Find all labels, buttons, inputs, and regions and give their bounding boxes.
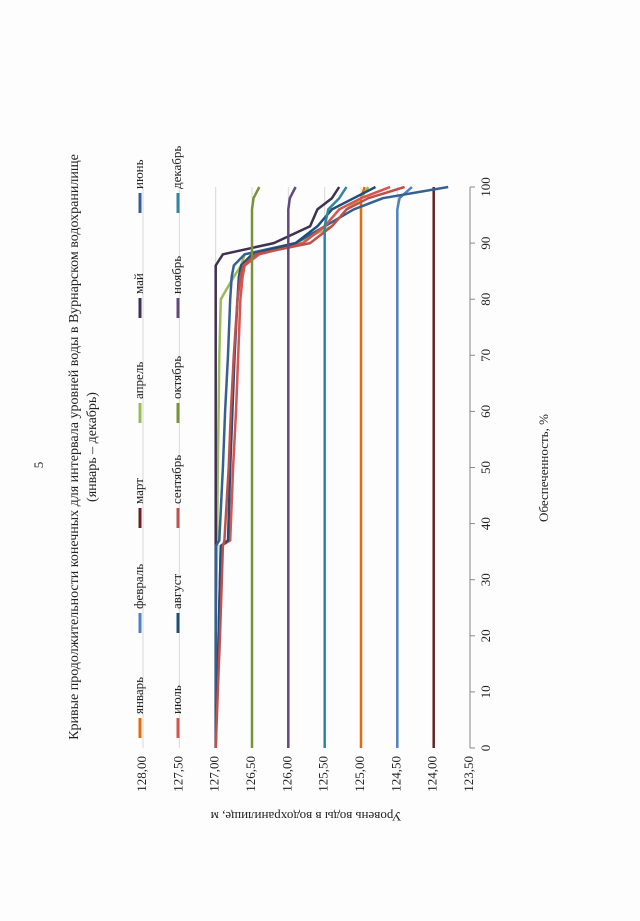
x-tick-label: 60 bbox=[478, 405, 493, 418]
x-tick-label: 20 bbox=[478, 629, 493, 642]
legend-label: сентябрь bbox=[169, 455, 184, 504]
series-line bbox=[359, 186, 366, 748]
x-tick-label: 100 bbox=[478, 177, 493, 197]
y-tick-label: 127,00 bbox=[207, 756, 222, 792]
chart-subtitle: (январь – декабрь) bbox=[85, 392, 100, 502]
legend-label: ноябрь bbox=[169, 256, 184, 294]
legend-label: октябрь bbox=[169, 356, 184, 399]
y-tick-label: 126,50 bbox=[243, 756, 258, 792]
legend-label: февраль bbox=[131, 564, 146, 609]
x-tick-label: 80 bbox=[478, 293, 493, 306]
x-tick-label: 70 bbox=[478, 349, 493, 362]
series-line bbox=[396, 186, 413, 748]
y-tick-label: 128,00 bbox=[134, 756, 149, 792]
x-tick-label: 90 bbox=[478, 237, 493, 250]
y-tick-label: 127,50 bbox=[170, 756, 185, 792]
x-tick-label: 30 bbox=[478, 573, 493, 586]
x-tick-label: 50 bbox=[478, 461, 493, 474]
series-line bbox=[214, 185, 449, 748]
series-line bbox=[214, 185, 405, 749]
legend-label: январь bbox=[131, 677, 146, 714]
page-number: 5 bbox=[31, 462, 46, 469]
legend-label: март bbox=[131, 478, 146, 504]
y-tick-label: 126,00 bbox=[279, 756, 294, 792]
legend-label: декабрь bbox=[169, 146, 184, 189]
rotated-chart: 5 Кривые продолжительности конечных для … bbox=[31, 146, 551, 824]
x-tick-label: 10 bbox=[478, 685, 493, 698]
chart-title: Кривые продолжительности конечных для ин… bbox=[67, 154, 82, 740]
y-tick-label: 123,50 bbox=[461, 756, 476, 792]
x-tick-label: 40 bbox=[478, 517, 493, 530]
series-line bbox=[250, 186, 261, 748]
y-tick-label: 125,50 bbox=[316, 756, 331, 792]
legend-label: июнь bbox=[131, 159, 146, 189]
x-tick-label: 0 bbox=[478, 745, 493, 752]
legend-label: апрель bbox=[131, 362, 146, 399]
x-axis-label: Обеспеченность, % bbox=[536, 414, 551, 522]
y-tick-label: 124,00 bbox=[425, 756, 440, 792]
y-tick-label: 125,00 bbox=[352, 756, 367, 792]
series-line bbox=[287, 186, 297, 748]
y-tick-label: 124,50 bbox=[388, 756, 403, 792]
series-line bbox=[323, 186, 348, 748]
y-axis-label: Уровень воды в водохранилище, м bbox=[211, 809, 402, 824]
legend-label: август bbox=[169, 573, 184, 609]
legend-label: май bbox=[131, 273, 146, 294]
legend-label: июль bbox=[169, 685, 184, 714]
